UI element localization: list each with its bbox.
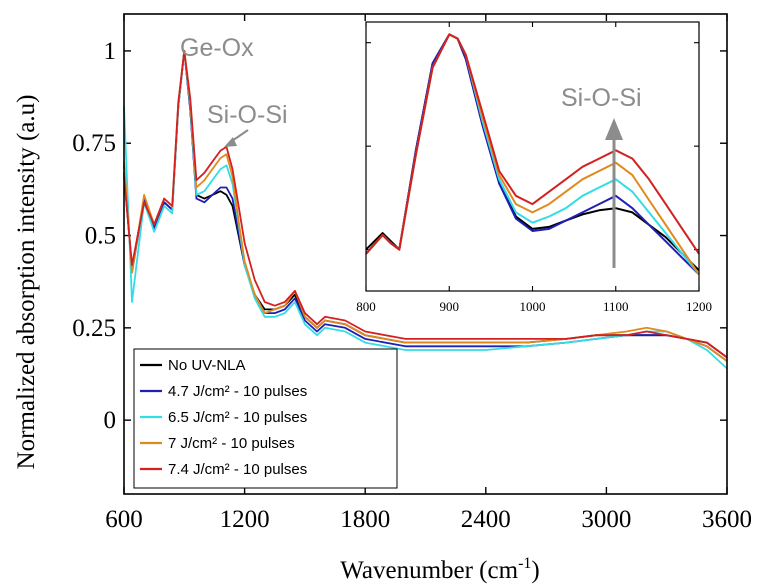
inset-x-tick-label: 1100 [603, 299, 629, 314]
legend-label-6-5: 6.5 J/cm² - 10 pulses [168, 409, 307, 426]
x-axis-title-main: Wavenumber (cm [340, 557, 518, 584]
y-axis-title: Normalized absorption intensity (a.u) [13, 95, 40, 470]
inset-plot-series [365, 33, 700, 276]
y-tick-label: 0 [104, 407, 117, 434]
inset-axis-ticks: 800 900 1000 1100 1200 [356, 22, 712, 314]
x-tick-label: 1200 [220, 506, 270, 533]
y-tick-label: 0.75 [72, 130, 116, 157]
inset-annotation-si-o-si: Si-O-Si [561, 84, 642, 112]
inset-annotation-arrowhead [605, 118, 623, 140]
annotation-si-o-si-arrowhead [224, 137, 237, 147]
x-tick-label: 2400 [461, 506, 511, 533]
legend-label-7: 7 J/cm² - 10 pulses [168, 435, 295, 452]
x-tick-label: 3600 [702, 506, 752, 533]
inset-x-tick-label: 1200 [686, 299, 712, 314]
legend-label-no-uv-nla: No UV-NLA [168, 357, 246, 374]
series-line-7-4-j-cm-10-pulses [123, 50, 728, 359]
y-tick-label: 0.5 [85, 223, 116, 250]
inset-series-line-7-4-j-cm-10-pulses [365, 33, 700, 255]
x-axis-title: Wavenumber (cm-1) [340, 555, 539, 584]
inset-x-tick-label: 1000 [520, 299, 546, 314]
x-tick-label: 600 [105, 506, 143, 533]
x-tick-label: 3000 [581, 506, 631, 533]
inset-plot-frame [365, 21, 700, 292]
legend-label-4-7: 4.7 J/cm² - 10 pulses [168, 383, 307, 400]
legend-label-7-4: 7.4 J/cm² - 10 pulses [168, 461, 307, 478]
x-tick-label: 1800 [340, 506, 390, 533]
legend-box [133, 348, 398, 489]
annotation-ge-ox: Ge-Ox [180, 34, 254, 62]
annotation-si-o-si: Si-O-Si [207, 101, 288, 129]
main-axis-ticks: 600 1200 1800 2400 3000 3600 0 0.25 0.5 0.75 1 [72, 14, 752, 533]
y-tick-label: 0.25 [72, 315, 116, 342]
x-axis-title-close: ) [531, 557, 539, 584]
main-plot-frame [123, 13, 728, 495]
legend: No UV-NLA 4.7 J/cm² - 10 pulses 6.5 J/cm… [133, 348, 398, 489]
y-tick-label: 1 [104, 38, 117, 65]
inset-background [366, 22, 699, 291]
main-plot-series [123, 50, 728, 370]
inset-x-tick-label: 800 [356, 299, 376, 314]
inset-x-tick-label: 900 [440, 299, 460, 314]
x-axis-title-sup: -1 [518, 555, 531, 572]
